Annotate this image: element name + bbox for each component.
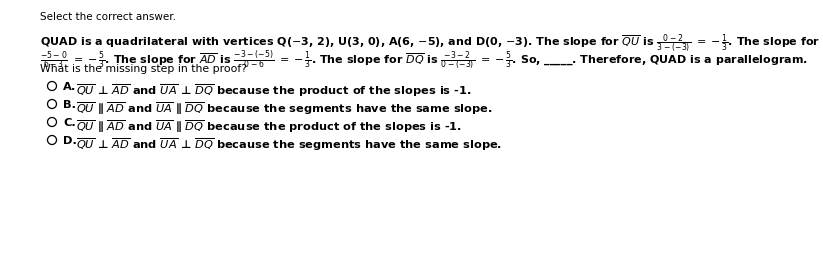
Text: $\overline{QU}$ ⊥ $\overline{AD}$ and $\overline{UA}$ ⊥ $\overline{DQ}$ because : $\overline{QU}$ ⊥ $\overline{AD}$ and $\… bbox=[76, 136, 502, 153]
Text: D.: D. bbox=[63, 136, 77, 146]
Text: $\frac{-5-0}{6-3}$ $= -\frac{5}{3}$. The slope for $\overline{AD}$ is $\frac{-3-: $\frac{-5-0}{6-3}$ $= -\frac{5}{3}$. The… bbox=[40, 49, 808, 73]
Text: Select the correct answer.: Select the correct answer. bbox=[40, 12, 176, 22]
Text: C.: C. bbox=[63, 118, 76, 128]
Text: $\overline{QU}$ ⊥ $\overline{AD}$ and $\overline{UA}$ ⊥ $\overline{DQ}$ because : $\overline{QU}$ ⊥ $\overline{AD}$ and $\… bbox=[76, 82, 472, 99]
Text: QUAD is a quadrilateral with vertices Q($-$3, 2), U(3, 0), A(6, $-$5), and D(0, : QUAD is a quadrilateral with vertices Q(… bbox=[40, 32, 823, 54]
Text: What is the missing step in the proof?: What is the missing step in the proof? bbox=[40, 64, 247, 74]
Text: A.: A. bbox=[63, 82, 77, 92]
Text: $\overline{QU}$ ∥ $\overline{AD}$ and $\overline{UA}$ ∥ $\overline{DQ}$ because : $\overline{QU}$ ∥ $\overline{AD}$ and $\… bbox=[76, 100, 493, 117]
Text: B.: B. bbox=[63, 100, 76, 110]
Text: $\overline{QU}$ ∥ $\overline{AD}$ and $\overline{UA}$ ∥ $\overline{DQ}$ because : $\overline{QU}$ ∥ $\overline{AD}$ and $\… bbox=[76, 118, 462, 135]
